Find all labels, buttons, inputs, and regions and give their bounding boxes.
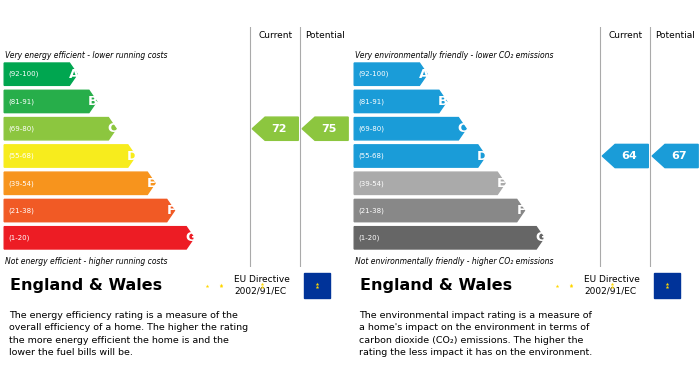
Text: The environmental impact rating is a measure of
a home's impact on the environme: The environmental impact rating is a mea… [358,311,592,357]
Text: 72: 72 [271,124,286,134]
Text: EU Directive
2002/91/EC: EU Directive 2002/91/EC [584,275,640,296]
Text: (21-38): (21-38) [8,207,34,214]
Polygon shape [354,90,447,113]
Text: (1-20): (1-20) [358,235,380,241]
Polygon shape [4,63,77,85]
Text: E: E [497,177,506,190]
Text: (81-91): (81-91) [358,98,384,105]
Polygon shape [354,227,544,249]
Text: (1-20): (1-20) [8,235,30,241]
Text: Very environmentally friendly - lower CO₂ emissions: Very environmentally friendly - lower CO… [355,50,554,59]
Text: Potential: Potential [655,32,695,41]
Text: A: A [69,68,79,81]
Polygon shape [354,172,505,194]
Text: F: F [167,204,176,217]
Text: B: B [438,95,448,108]
Text: E: E [147,177,156,190]
Polygon shape [4,90,97,113]
Polygon shape [252,117,298,140]
Text: (69-80): (69-80) [358,126,384,132]
Text: England & Wales: England & Wales [360,278,512,293]
Text: C: C [458,122,468,135]
Polygon shape [302,117,348,140]
Text: (39-54): (39-54) [358,180,384,187]
Text: G: G [535,231,546,244]
Text: G: G [185,231,196,244]
Text: Current: Current [608,32,643,41]
Text: F: F [517,204,526,217]
Text: Energy Efficiency Rating: Energy Efficiency Rating [8,7,172,20]
Polygon shape [4,145,136,167]
Polygon shape [4,118,116,140]
Polygon shape [354,118,466,140]
Text: A: A [419,68,429,81]
FancyBboxPatch shape [304,273,330,298]
Text: Not environmentally friendly - higher CO₂ emissions: Not environmentally friendly - higher CO… [355,257,554,266]
Text: Current: Current [258,32,293,41]
Text: (92-100): (92-100) [8,71,38,77]
Text: D: D [127,149,138,163]
Text: (39-54): (39-54) [8,180,34,187]
Text: EU Directive
2002/91/EC: EU Directive 2002/91/EC [234,275,290,296]
FancyBboxPatch shape [654,273,680,298]
Text: England & Wales: England & Wales [10,278,162,293]
Text: Not energy efficient - higher running costs: Not energy efficient - higher running co… [6,257,168,266]
Polygon shape [602,144,648,168]
Text: 64: 64 [621,151,636,161]
Polygon shape [354,145,486,167]
Text: (55-68): (55-68) [8,153,34,159]
Text: Environmental Impact (CO₂) Rating: Environmental Impact (CO₂) Rating [358,7,591,20]
Text: The energy efficiency rating is a measure of the
overall efficiency of a home. T: The energy efficiency rating is a measur… [8,311,248,357]
Text: Potential: Potential [305,32,345,41]
Polygon shape [4,172,155,194]
Polygon shape [4,199,174,222]
Text: 75: 75 [321,124,336,134]
Text: (21-38): (21-38) [358,207,384,214]
Polygon shape [354,63,427,85]
Polygon shape [354,199,524,222]
Text: (81-91): (81-91) [8,98,34,105]
Text: Very energy efficient - lower running costs: Very energy efficient - lower running co… [6,50,168,59]
Polygon shape [652,144,698,168]
Text: B: B [88,95,98,108]
Text: D: D [477,149,488,163]
Text: (55-68): (55-68) [358,153,384,159]
Polygon shape [4,227,194,249]
Text: 67: 67 [671,151,687,161]
Text: (92-100): (92-100) [358,71,389,77]
Text: C: C [108,122,118,135]
Text: (69-80): (69-80) [8,126,34,132]
